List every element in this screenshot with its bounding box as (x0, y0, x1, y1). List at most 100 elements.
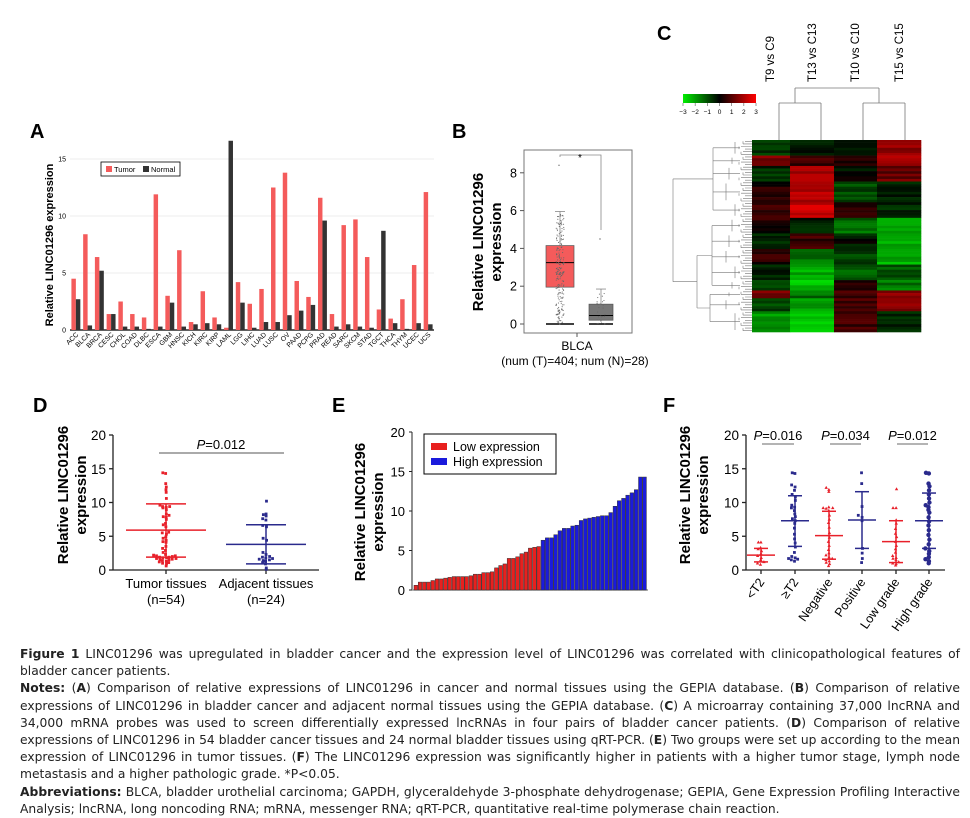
data-point (558, 309, 560, 311)
bar-low-expression (443, 577, 448, 591)
legend-label-high: High expression (453, 455, 543, 469)
data-point (561, 267, 563, 269)
heatmap-cell (877, 204, 922, 208)
heatmap-cell (752, 142, 791, 146)
heatmap-cell (752, 236, 791, 239)
y-tick-label: 20 (391, 425, 405, 440)
bar-high-expression (621, 498, 626, 591)
bar-high-expression (642, 476, 647, 591)
heatmap-cell (834, 306, 878, 309)
data-point (170, 557, 174, 561)
heatmap-cell (752, 306, 791, 309)
heatmap-cell (790, 277, 835, 281)
bar-tumor (317, 197, 323, 330)
data-point (824, 506, 828, 510)
heatmap-cell (752, 152, 791, 156)
data-point (555, 238, 558, 240)
heatmap-cell (790, 261, 835, 265)
heatmap-cell (752, 282, 791, 286)
heatmap-cell (834, 285, 878, 289)
legend-label-tumor: Tumor (114, 165, 136, 174)
heatmap-cell (877, 308, 922, 312)
bar-normal (134, 326, 140, 330)
scale-tick-label: 3 (754, 109, 758, 116)
data-point (796, 557, 800, 561)
data-point (161, 505, 164, 508)
bar-low-expression (434, 578, 440, 591)
data-point (563, 289, 565, 291)
bar-high-expression (566, 528, 571, 591)
data-point (557, 308, 559, 310)
heatmap-cell (834, 287, 878, 291)
heatmap-cell (790, 160, 835, 164)
heatmap-cell (834, 225, 878, 229)
bar-tumor (153, 194, 159, 330)
scale-tick-label: −2 (691, 109, 699, 116)
y-tick-label: 5 (98, 529, 106, 544)
figure-title: LINC01296 was upregulated in bladder can… (20, 647, 960, 679)
data-point (264, 518, 268, 522)
heatmap-cell (834, 173, 878, 177)
panel-c-letter: C (657, 23, 671, 45)
bar-low-expression (494, 567, 499, 591)
heatmap-cell (752, 280, 791, 284)
heatmap-cell (834, 178, 878, 182)
y-tick-label: 20 (91, 428, 106, 443)
bar-normal (404, 328, 410, 330)
data-point (597, 311, 599, 313)
data-point (860, 471, 863, 475)
heatmap-cell (834, 313, 878, 317)
data-point (561, 275, 563, 277)
data-point (561, 243, 563, 246)
heatmap-cell (877, 158, 922, 162)
data-point (559, 260, 562, 262)
heatmap-cell (790, 212, 835, 216)
data-point (557, 218, 559, 220)
heatmap-cell (752, 246, 791, 250)
bar-tumor (364, 257, 370, 330)
data-point (161, 540, 165, 544)
heatmap-cell (877, 329, 922, 333)
bar-low-expression (430, 580, 435, 591)
y-tick-label: 4 (510, 242, 517, 256)
heatmap-cell (790, 264, 835, 268)
y-tick-label: 15 (91, 462, 106, 477)
data-point (790, 503, 794, 507)
heatmap-cell (790, 147, 835, 151)
bar-normal (75, 299, 81, 330)
pvalue-number: =0.012 (205, 437, 245, 452)
bar-low-expression (536, 546, 541, 591)
data-point (558, 292, 560, 294)
heatmap-cell (834, 295, 878, 299)
heatmap-cell (877, 181, 922, 185)
data-point (557, 321, 559, 324)
figure-label: Figure 1 (20, 647, 80, 661)
heatmap-cell (752, 303, 791, 307)
x-tick-sublabel: (n=24) (247, 592, 285, 607)
data-point (558, 322, 560, 324)
heatmap-cell (752, 204, 791, 208)
data-point (556, 222, 558, 224)
data-point (562, 259, 564, 261)
data-point (602, 315, 604, 317)
heatmap-cell (877, 324, 922, 328)
color-scale-ticks: −3 −2 −1 0 1 2 3 (679, 103, 758, 116)
heatmap-cell (752, 225, 791, 229)
heatmap-cell (834, 251, 878, 255)
data-point (561, 306, 563, 308)
heatmap-cell (752, 176, 791, 180)
heatmap-cell (877, 145, 922, 149)
heatmap-cell (834, 321, 878, 325)
heatmap-cell (790, 298, 835, 302)
heatmap-cell (834, 290, 878, 294)
bar-normal (193, 324, 198, 330)
heatmap-cell (752, 267, 791, 271)
heatmap-cell (834, 308, 878, 312)
data-point (261, 551, 265, 554)
data-point (604, 314, 606, 316)
data-point (558, 310, 560, 312)
heatmap-cell (877, 269, 922, 273)
heatmap-cell (752, 223, 791, 226)
heatmap-cell (752, 293, 791, 296)
data-point (600, 315, 602, 317)
